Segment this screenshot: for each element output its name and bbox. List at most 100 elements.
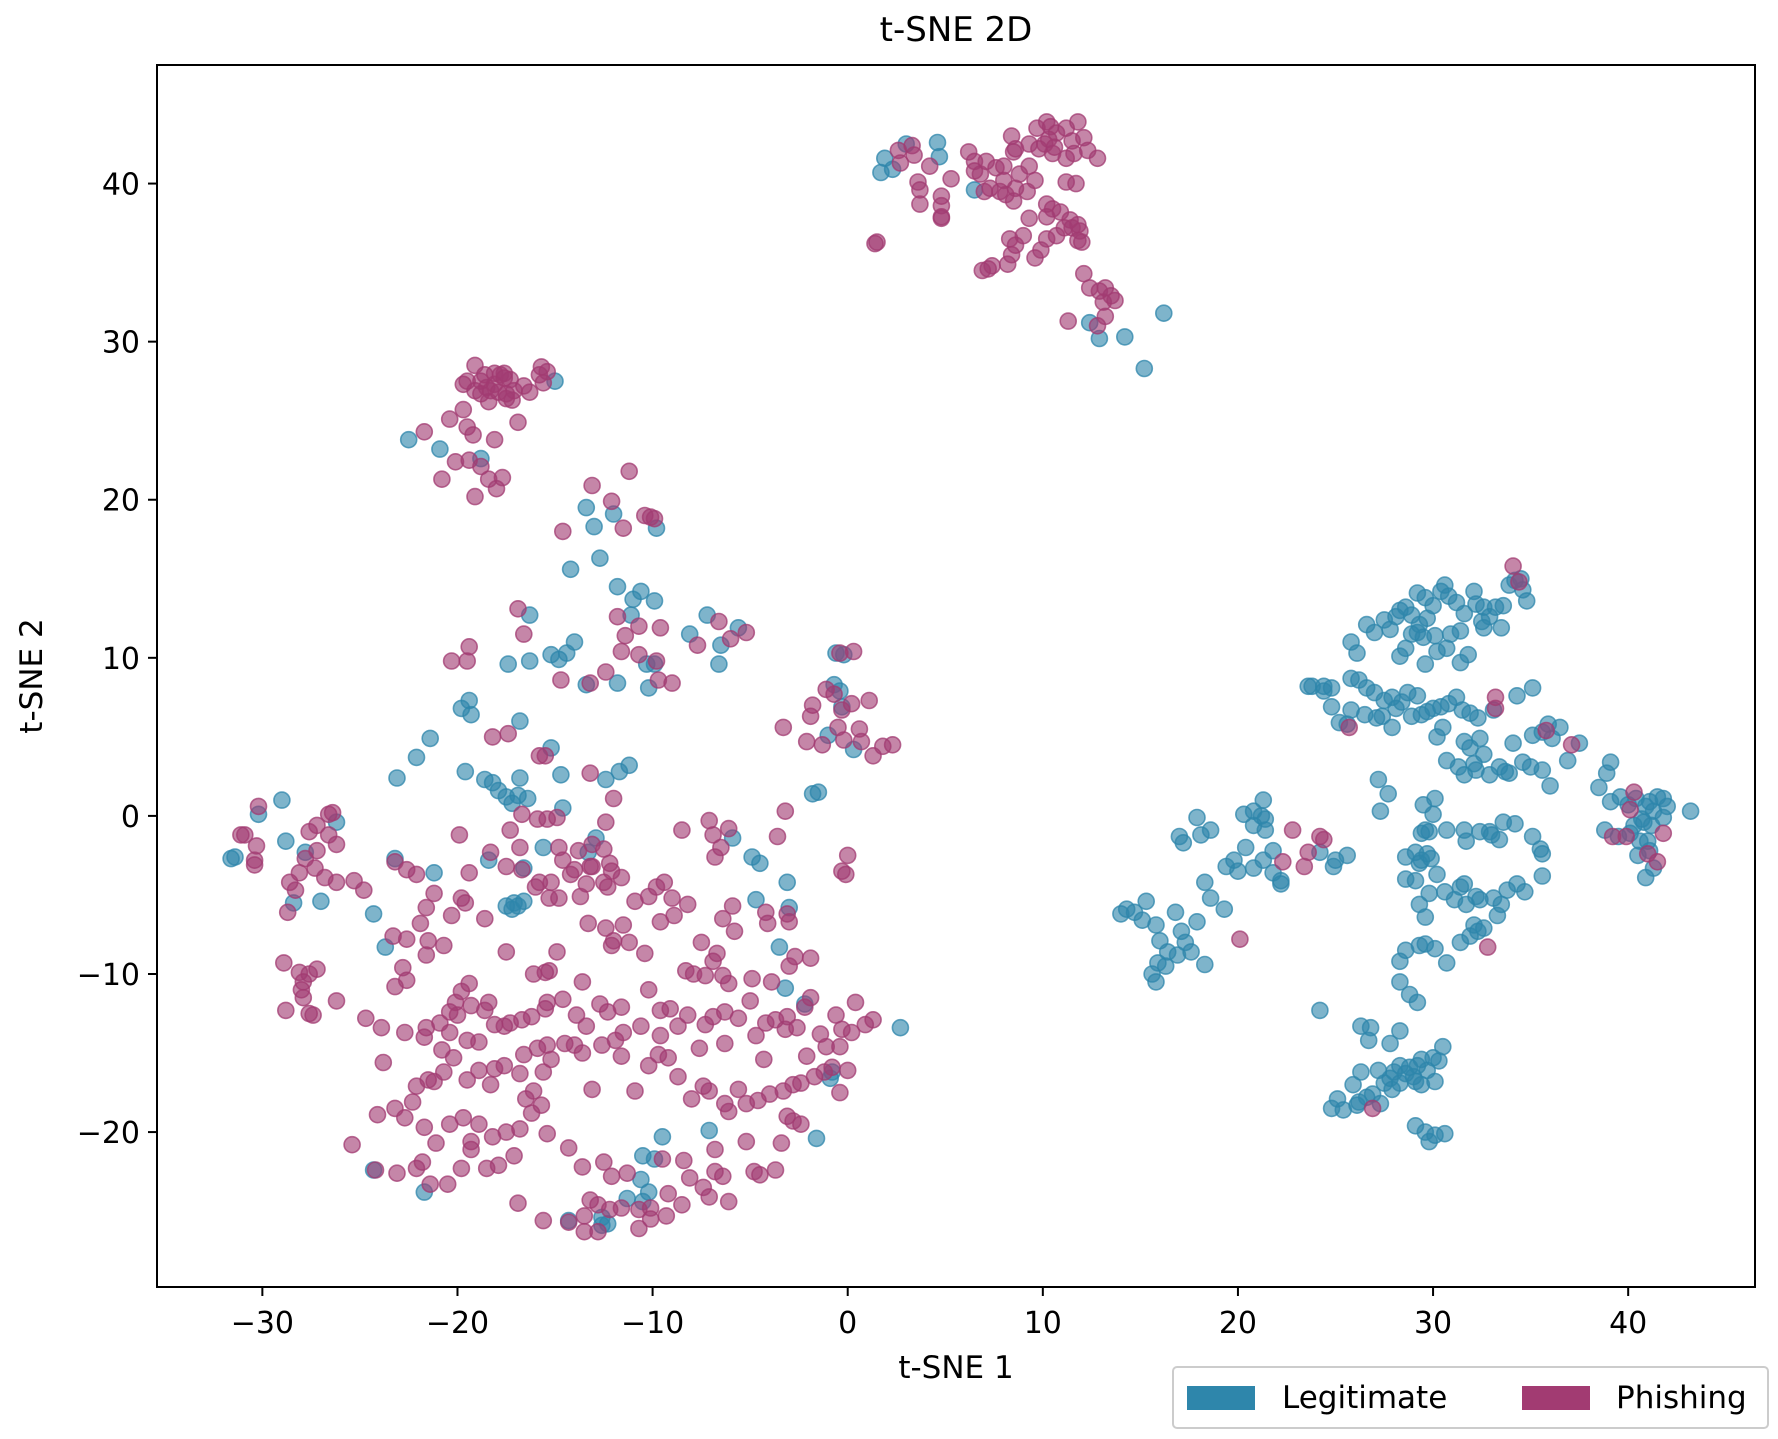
point-phishing (673, 1196, 691, 1214)
point-phishing (475, 365, 494, 384)
point-phishing (538, 993, 557, 1012)
point-phishing (438, 1175, 457, 1193)
point-phishing (1478, 938, 1497, 956)
point-legitimate (1406, 1072, 1425, 1091)
point-legitimate (518, 789, 537, 808)
point-legitimate (1311, 1001, 1329, 1020)
legend-label-phishing: Phishing (1616, 1380, 1747, 1416)
point-phishing (696, 966, 715, 985)
point-phishing (497, 384, 516, 403)
point-phishing (1274, 852, 1292, 871)
point-phishing (844, 642, 863, 661)
point-legitimate (1147, 916, 1165, 934)
point-legitimate (1416, 655, 1435, 673)
point-phishing (509, 1194, 527, 1212)
point-phishing (532, 358, 551, 376)
point-phishing (1315, 830, 1333, 849)
point-legitimate (1408, 993, 1427, 1012)
point-phishing (1069, 113, 1087, 131)
point-phishing (942, 170, 960, 188)
point-phishing (511, 1064, 529, 1083)
point-phishing (692, 933, 711, 952)
point-phishing (1537, 721, 1555, 740)
x-tick-label: 10 (1024, 1306, 1062, 1341)
point-phishing (655, 873, 674, 892)
point-phishing (343, 1135, 361, 1154)
point-phishing (415, 422, 434, 441)
point-phishing (501, 821, 520, 839)
point-phishing (596, 663, 615, 681)
point-phishing (651, 1026, 670, 1045)
point-phishing (715, 1094, 734, 1113)
point-legitimate (1361, 1018, 1380, 1037)
point-phishing (1020, 209, 1038, 228)
point-legitimate (421, 729, 440, 748)
point-phishing (417, 946, 436, 964)
point-legitimate (1492, 618, 1511, 637)
point-legitimate (1406, 871, 1425, 890)
point-phishing (417, 898, 436, 917)
point-phishing (1295, 857, 1314, 876)
point-legitimate (1264, 841, 1282, 860)
point-phishing (479, 993, 498, 1012)
point-phishing (873, 737, 892, 756)
point-legitimate (1147, 973, 1165, 991)
point-phishing (579, 914, 598, 933)
point-phishing (723, 897, 742, 915)
point-phishing (596, 813, 615, 832)
point-phishing (729, 1080, 748, 1099)
point-legitimate (1500, 764, 1518, 783)
point-legitimate (1523, 679, 1542, 697)
y-tick-label: 10 (102, 642, 140, 677)
point-legitimate (653, 1128, 672, 1146)
point-legitimate (1494, 596, 1513, 615)
point-legitimate (1508, 686, 1526, 705)
point-phishing (1059, 312, 1077, 330)
point-phishing (1562, 735, 1581, 754)
point-phishing (630, 617, 648, 636)
x-axis: −30 −20 −10 0 10 20 30 40 (231, 1287, 1647, 1341)
point-phishing (300, 1004, 319, 1023)
point-phishing (530, 873, 549, 892)
point-phishing (475, 909, 494, 928)
point-phishing (669, 1067, 687, 1086)
point-legitimate (585, 517, 603, 536)
point-phishing (788, 1018, 806, 1037)
point-phishing (825, 685, 843, 704)
point-phishing (511, 1120, 529, 1138)
y-axis: −20 −10 0 10 20 30 40 (77, 168, 157, 1151)
point-phishing (725, 922, 744, 941)
point-phishing (620, 933, 639, 952)
point-phishing (838, 846, 857, 865)
chart-title: t-SNE 2D (880, 10, 1033, 50)
point-legitimate (1516, 882, 1534, 901)
point-phishing (737, 623, 756, 642)
point-phishing (653, 1150, 672, 1168)
point-phishing (614, 519, 633, 538)
point-legitimate (1381, 1034, 1399, 1053)
point-phishing (700, 811, 719, 830)
point-phishing (433, 1041, 451, 1059)
point-legitimate (751, 854, 769, 873)
point-phishing (274, 954, 293, 972)
point-phishing (513, 860, 531, 879)
point-phishing (792, 1115, 810, 1133)
point-phishing (581, 857, 600, 876)
point-phishing (345, 871, 363, 890)
point-legitimate (1391, 973, 1409, 991)
point-legitimate (1369, 770, 1388, 789)
point-legitimate (809, 783, 828, 802)
point-phishing (682, 1090, 701, 1108)
point-phishing (612, 642, 631, 661)
point-legitimate (608, 577, 627, 596)
point-legitimate (891, 1018, 910, 1037)
point-phishing (583, 1080, 601, 1099)
point-legitimate (1416, 908, 1435, 926)
point-phishing (920, 157, 939, 175)
point-phishing (758, 914, 777, 933)
point-phishing (415, 1118, 434, 1137)
point-legitimate (1170, 827, 1189, 846)
point-phishing (700, 1188, 719, 1206)
point-phishing (1510, 573, 1528, 591)
point-phishing (565, 1036, 584, 1054)
